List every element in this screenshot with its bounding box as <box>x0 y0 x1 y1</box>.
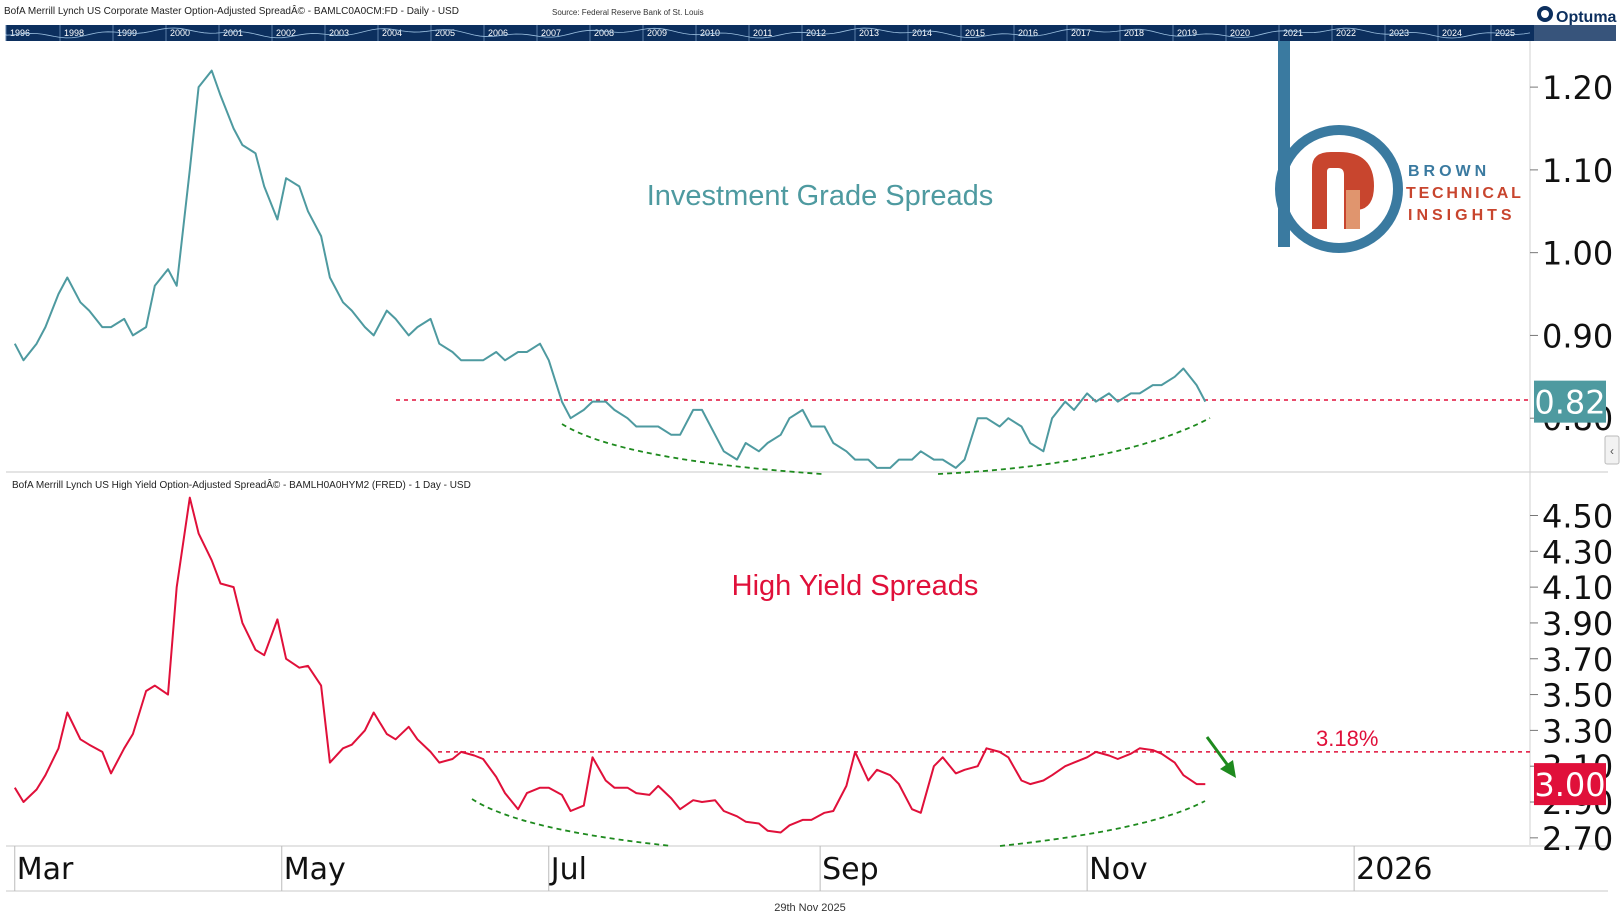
timeline-year-label: 2021 <box>1283 28 1303 38</box>
high-yield-panel: BofA Merrill Lynch US High Yield Option-… <box>12 478 1613 858</box>
timeline-year-label: 2025 <box>1495 28 1515 38</box>
timeline-year-label: 2024 <box>1442 28 1462 38</box>
timeline-year-label: 2001 <box>223 28 243 38</box>
investment-grade-panel: Investment Grade Spreads 0.800.901.001.1… <box>13 69 1613 475</box>
y-tick-label: 1.00 <box>1542 235 1613 273</box>
y-tick-label: 3.90 <box>1542 605 1613 643</box>
logo-line-insights: INSIGHTS <box>1408 207 1516 224</box>
brown-technical-insights-logo: BROWN TECHNICAL INSIGHTS <box>1275 41 1524 253</box>
timeline-year-label: 1998 <box>64 28 84 38</box>
top-chart-title: BofA Merrill Lynch US Corporate Master O… <box>4 4 459 17</box>
arrow-head-icon <box>1220 760 1236 778</box>
timeline-year-label: 2020 <box>1230 28 1250 38</box>
ig-panel-title: Investment Grade Spreads <box>647 180 994 212</box>
timeline-year-label: 2014 <box>912 28 932 38</box>
last-value-badge <box>1534 763 1606 806</box>
timeline-year-label: 2005 <box>435 28 455 38</box>
y-tick-label: 4.10 <box>1542 569 1613 607</box>
x-tick-label: Nov <box>1089 852 1148 887</box>
timeline-year-label: 2023 <box>1389 28 1409 38</box>
timeline-year-label: 2007 <box>541 28 561 38</box>
timeline-year-label: 2003 <box>329 28 349 38</box>
logo-bowl <box>1275 125 1403 253</box>
timeline-year-label: 2011 <box>753 28 772 38</box>
timeline-year-label: 2002 <box>276 28 296 38</box>
timeline-year-label: 2013 <box>859 28 879 38</box>
down-arrow-icon <box>1205 736 1231 768</box>
hy-panel-header: BofA Merrill Lynch US High Yield Option-… <box>12 478 471 491</box>
y-tick-label: 2.70 <box>1542 820 1613 858</box>
footer-date: 29th Nov 2025 <box>774 902 846 914</box>
y-tick-label: 3.70 <box>1542 641 1613 679</box>
resistance-label: 3.18% <box>1316 726 1378 751</box>
timeline-year-label: 2017 <box>1071 28 1091 38</box>
last-value-badge <box>1534 380 1606 423</box>
optuma-logo: Optuma <box>1537 6 1617 26</box>
source-note: Source: Federal Reserve Bank of St. Loui… <box>552 8 704 17</box>
timeline-year-label: 2018 <box>1124 28 1144 38</box>
timeline-years: 1996 1998 1999 2000 2001 2002 2003 2004 2005 2006… <box>5 25 1531 41</box>
timeline-year-label: 2016 <box>1018 28 1038 38</box>
logo-line-brown: BROWN <box>1408 163 1490 180</box>
timeline-year-label: 2015 <box>965 28 985 38</box>
timeline-year-label: 2004 <box>382 28 402 38</box>
timeline-year-label: 2000 <box>170 28 190 38</box>
timeline-year-label: 2008 <box>594 28 614 38</box>
timeline-year-label: 1996 <box>10 28 30 38</box>
y-tick-label: 4.30 <box>1542 533 1613 571</box>
x-tick-label: Sep <box>822 852 879 887</box>
base-curve <box>561 417 1211 475</box>
y-tick-label: 3.50 <box>1542 677 1613 715</box>
x-axis: Mar May Jul Sep Nov 2026 <box>14 846 1432 891</box>
logo-line-technical: TECHNICAL <box>1406 185 1524 202</box>
y-tick-label: 0.90 <box>1542 317 1613 355</box>
last-value-label: 3.00 <box>1534 766 1605 804</box>
side-panel-toggle[interactable] <box>1604 435 1620 465</box>
y-tick-label: 3.30 <box>1542 712 1613 750</box>
timeline-year-label: 2009 <box>647 28 667 38</box>
timeline-selection[interactable] <box>1534 25 1616 41</box>
y-tick-label: 1.20 <box>1542 69 1613 107</box>
x-tick-label: Jul <box>549 852 587 887</box>
timeline-minichart <box>5 27 1531 39</box>
timeline-year-label: 2012 <box>806 28 826 38</box>
ig-spread-line <box>13 69 1207 469</box>
last-value-label: 0.82 <box>1534 384 1605 422</box>
timeline-year-label: 2022 <box>1336 28 1356 38</box>
timeline-year-label: 2010 <box>700 28 720 38</box>
y-tick-label: 4.50 <box>1542 497 1613 535</box>
chevron-left-icon[interactable]: ‹ <box>1610 444 1614 458</box>
timeline-year-label: 2006 <box>488 28 508 38</box>
hy-spread-line <box>13 496 1206 834</box>
logo-mark <box>1312 152 1374 229</box>
x-tick-label: Mar <box>17 852 74 887</box>
x-tick-label: May <box>284 852 346 887</box>
x-tick-label: 2026 <box>1356 852 1432 887</box>
hy-panel-title: High Yield Spreads <box>732 570 979 602</box>
brand-name: Optuma <box>1556 9 1617 26</box>
base-curve <box>471 798 1206 847</box>
y-tick-label: 1.10 <box>1542 152 1613 190</box>
timeline-year-label: 2019 <box>1177 28 1197 38</box>
